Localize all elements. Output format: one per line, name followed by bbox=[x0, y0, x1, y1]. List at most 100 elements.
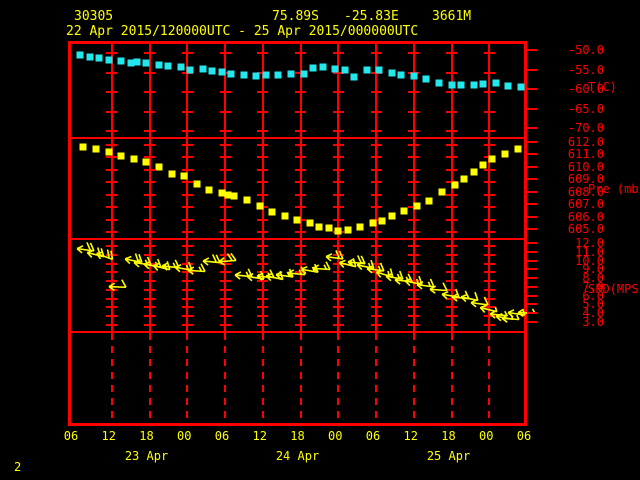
wind-barb bbox=[357, 259, 376, 271]
gridline-vertical-dashed bbox=[261, 333, 264, 426]
gridline-tick bbox=[257, 271, 269, 274]
temperature-point bbox=[287, 70, 295, 78]
gridline-tick bbox=[295, 52, 306, 54]
pressure-point bbox=[105, 148, 113, 156]
axis-tick-label: -50.0 bbox=[567, 43, 604, 57]
panel-divider-3 bbox=[71, 331, 524, 333]
time-tick-label: 12 bbox=[252, 429, 267, 443]
gridline-tick bbox=[106, 206, 118, 209]
temperature-point bbox=[350, 73, 358, 81]
gridline-tick bbox=[219, 130, 231, 132]
gridline-tick bbox=[219, 315, 231, 318]
gridline-tick bbox=[181, 110, 193, 113]
gridline-tick bbox=[446, 52, 457, 54]
gridline-tick bbox=[106, 91, 118, 93]
axis-tick-label: 11.0 bbox=[575, 244, 604, 259]
gridline-tick bbox=[370, 245, 382, 247]
gridline-tick bbox=[332, 181, 344, 184]
time-tick-label: 12 bbox=[403, 429, 418, 443]
station-longitude: -25.83E bbox=[344, 9, 399, 24]
temperature-point bbox=[218, 68, 226, 76]
gridline-tick bbox=[370, 91, 382, 93]
gridline-tick bbox=[446, 206, 457, 209]
gridline-tick bbox=[181, 218, 193, 221]
gridline-tick bbox=[219, 181, 231, 184]
gridline-tick bbox=[144, 156, 155, 159]
gridline-tick bbox=[181, 315, 193, 318]
temperature-point bbox=[199, 65, 207, 73]
gridline-tick bbox=[446, 156, 457, 159]
pressure-point bbox=[451, 181, 459, 189]
axis-tick-label: 608.0 bbox=[567, 184, 604, 199]
gridline-tick bbox=[106, 218, 118, 221]
gridline-tick bbox=[370, 271, 382, 274]
axis-tick bbox=[527, 312, 537, 315]
gridline-tick bbox=[446, 297, 457, 300]
axis-tick-label: 7.0 bbox=[582, 279, 604, 294]
gridline-tick bbox=[408, 110, 420, 113]
gridline-tick bbox=[257, 297, 269, 300]
temperature-axis-name: T(C) bbox=[588, 80, 617, 94]
temperature-point bbox=[457, 81, 465, 89]
axis-tick-label: 10.0 bbox=[575, 253, 604, 268]
gridline-tick bbox=[295, 306, 306, 309]
gridline-tick bbox=[257, 181, 269, 184]
axis-tick bbox=[527, 250, 537, 253]
axis-tick-label: 6.0 bbox=[582, 288, 604, 303]
temperature-point bbox=[177, 63, 185, 71]
gridline-tick bbox=[144, 110, 155, 113]
gridline-tick bbox=[408, 280, 420, 283]
gridline-tick bbox=[219, 253, 231, 256]
time-tick-label: 18 bbox=[139, 429, 154, 443]
axis-tick-label: 12.0 bbox=[575, 236, 604, 250]
axis-tick bbox=[527, 141, 537, 143]
gridline-tick bbox=[181, 206, 193, 209]
temperature-point bbox=[252, 72, 260, 80]
gridline-tick bbox=[144, 245, 155, 247]
gridline-tick bbox=[144, 271, 155, 274]
gridline-vertical-dashed bbox=[110, 333, 113, 426]
pressure-point bbox=[325, 224, 333, 232]
gridline-tick bbox=[408, 156, 420, 159]
gridline-tick bbox=[408, 245, 420, 247]
gridline-tick bbox=[144, 297, 155, 300]
gridline-tick bbox=[483, 288, 495, 291]
gridline-tick bbox=[181, 245, 193, 247]
gridline-tick bbox=[295, 231, 306, 233]
gridline-vertical bbox=[375, 44, 377, 333]
gridline-tick bbox=[446, 91, 457, 93]
temperature-point bbox=[309, 64, 317, 72]
time-tick-label: 18 bbox=[290, 429, 305, 443]
pressure-point bbox=[117, 152, 125, 160]
gridline-tick bbox=[483, 206, 495, 209]
gridline-tick bbox=[408, 315, 420, 318]
gridline-tick bbox=[332, 206, 344, 209]
gridline-tick bbox=[332, 297, 344, 300]
time-tick-label: 18 bbox=[441, 429, 456, 443]
gridline-tick bbox=[370, 218, 382, 221]
gridline-tick bbox=[106, 231, 118, 233]
axis-tick-label: -70.0 bbox=[567, 121, 604, 135]
gridline-tick bbox=[370, 181, 382, 184]
gridline-tick bbox=[295, 297, 306, 300]
gridline-tick bbox=[408, 181, 420, 184]
wind-barb bbox=[325, 250, 344, 262]
pressure-point bbox=[205, 186, 213, 194]
gridline-tick bbox=[257, 193, 269, 196]
axis-tick-label: 611.0 bbox=[567, 147, 604, 162]
gridline-tick bbox=[408, 253, 420, 256]
axis-tick-label: -60.0 bbox=[567, 82, 604, 96]
gridline-tick bbox=[181, 193, 193, 196]
gridline-tick bbox=[106, 297, 118, 300]
temperature-point bbox=[142, 59, 150, 67]
gridline-tick bbox=[370, 144, 382, 146]
gridline-tick bbox=[295, 315, 306, 318]
axis-tick-label: -55.0 bbox=[567, 62, 604, 77]
temperature-point bbox=[95, 54, 103, 62]
axis-tick bbox=[527, 259, 537, 262]
gridline-tick bbox=[370, 324, 382, 326]
axis-tick bbox=[527, 127, 537, 129]
gridline-tick bbox=[483, 280, 495, 283]
gridline-tick bbox=[446, 245, 457, 247]
gridline-tick bbox=[332, 91, 344, 93]
